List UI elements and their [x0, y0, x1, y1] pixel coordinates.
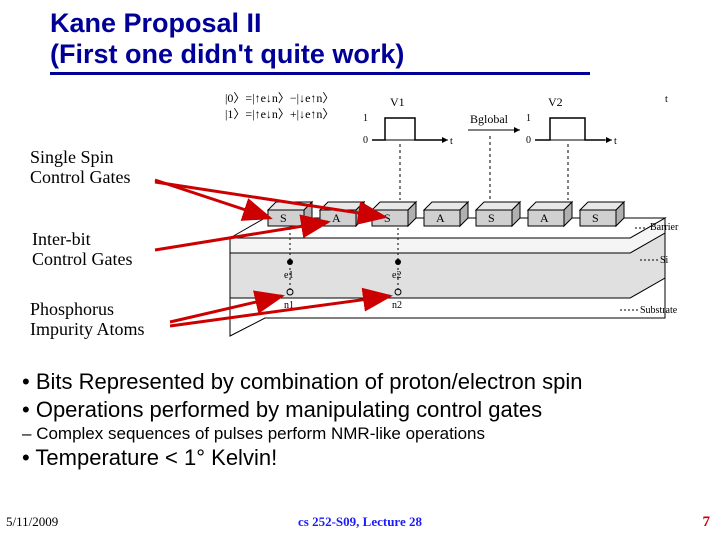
label-text: Control Gates — [32, 250, 133, 270]
state0-eqn: |0〉=|↑e↓n〉−|↓e↑n〉 — [225, 91, 334, 105]
bullet-2: Operations performed by manipulating con… — [22, 396, 712, 424]
gate-3: A — [424, 202, 468, 226]
kane-diagram: |0〉=|↑e↓n〉−|↓e↑n〉 |1〉=|↑e↓n〉+|↓e↑n〉 V1 1… — [190, 88, 695, 348]
barrier-label: Barrier — [650, 222, 679, 233]
label-inter-bit: Inter-bit Control Gates — [32, 230, 133, 270]
svg-text:S: S — [488, 211, 495, 225]
n2-label: n2 — [392, 300, 402, 311]
bullet-3: Temperature < 1° Kelvin! — [22, 444, 712, 472]
label-text: Control Gates — [30, 168, 131, 188]
v1-pulse — [372, 118, 442, 140]
v1-high: 1 — [363, 113, 368, 124]
svg-text:A: A — [436, 211, 445, 225]
v1-label: V1 — [390, 95, 405, 109]
slide-title-line2: (First one didn't quite work) — [50, 39, 590, 70]
svg-text:S: S — [280, 211, 287, 225]
label-phosphorus: Phosphorus Impurity Atoms — [30, 300, 145, 340]
gate-4: S — [476, 202, 520, 226]
t-label: t — [450, 136, 453, 147]
svg-text:A: A — [332, 211, 341, 225]
slide-footer: 5/11/2009 cs 252-S09, Lecture 28 7 — [0, 514, 720, 534]
v1-low: 0 — [363, 135, 368, 146]
v2-pulse — [535, 118, 605, 140]
label-text: Single Spin — [30, 148, 131, 168]
n1-label: n1 — [284, 300, 294, 311]
e2-label: e2 — [392, 270, 401, 281]
gate-0: S — [268, 202, 312, 226]
label-text: Phosphorus — [30, 300, 145, 320]
gate-2: S — [372, 202, 416, 226]
bglobal-label: Bglobal — [470, 112, 509, 126]
label-text: Impurity Atoms — [30, 320, 145, 340]
t-label: t — [614, 136, 617, 147]
svg-text:S: S — [592, 211, 599, 225]
title-underline — [50, 72, 590, 75]
footer-page: 7 — [703, 514, 711, 531]
t-label-top: t — [665, 94, 668, 105]
gate-6: S — [580, 202, 624, 226]
label-text: Inter-bit — [32, 230, 133, 250]
bullets-block: Bits Represented by combination of proto… — [22, 368, 712, 472]
bullet-2a: Complex sequences of pulses perform NMR-… — [22, 423, 712, 444]
svg-text:S: S — [384, 211, 391, 225]
bullet-1: Bits Represented by combination of proto… — [22, 368, 712, 396]
axis-arrow-icon — [442, 137, 448, 143]
v2-label: V2 — [548, 95, 563, 109]
svg-text:A: A — [540, 211, 549, 225]
label-single-spin: Single Spin Control Gates — [30, 148, 131, 188]
state1-eqn: |1〉=|↑e↓n〉+|↓e↑n〉 — [225, 107, 334, 121]
axis-arrow-icon — [606, 137, 612, 143]
gate-1: A — [320, 202, 364, 226]
v2-low: 0 — [526, 135, 531, 146]
gate-5: A — [528, 202, 572, 226]
arrow-head-icon — [514, 127, 520, 133]
footer-center: cs 252-S09, Lecture 28 — [0, 514, 720, 530]
si-label: Si — [660, 255, 669, 266]
slide-title-line1: Kane Proposal II — [50, 8, 590, 39]
substrate-label: Substrate — [640, 305, 678, 316]
e1-label: e1 — [284, 270, 293, 281]
v2-high: 1 — [526, 113, 531, 124]
